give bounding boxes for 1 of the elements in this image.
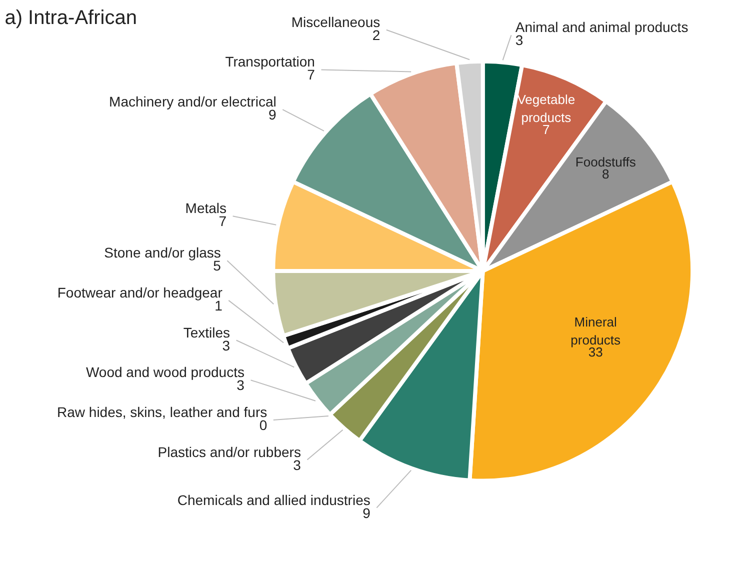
chart-title: a) Intra-African — [4, 6, 137, 29]
